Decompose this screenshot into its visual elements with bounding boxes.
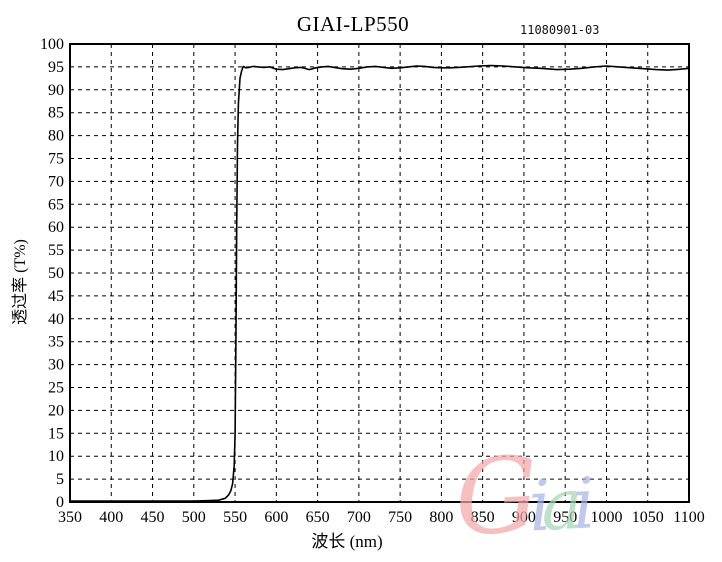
y-tick-label: 70 — [48, 173, 64, 190]
x-tick-label: 1050 — [632, 509, 664, 526]
y-tick-label: 45 — [48, 288, 64, 305]
x-tick-label: 600 — [264, 509, 288, 526]
y-tick-label: 20 — [48, 402, 64, 419]
y-tick-label: 15 — [48, 425, 64, 442]
y-tick-label: 80 — [48, 128, 64, 145]
y-tick-label: 25 — [48, 380, 64, 397]
y-tick-label: 30 — [48, 357, 64, 374]
y-tick-label: 90 — [48, 82, 64, 99]
y-tick-label: 60 — [48, 219, 64, 236]
x-tick-label: 1000 — [590, 509, 622, 526]
y-tick-label: 40 — [48, 311, 64, 328]
y-tick-label: 10 — [48, 448, 64, 465]
x-tick-label: 450 — [141, 509, 165, 526]
x-tick-label: 650 — [306, 509, 330, 526]
y-tick-label: 5 — [56, 471, 64, 488]
x-tick-label: 950 — [553, 509, 577, 526]
x-tick-label: 350 — [58, 509, 82, 526]
x-tick-label: 800 — [429, 509, 453, 526]
y-tick-label: 35 — [48, 334, 64, 351]
serial-number: 11080901-03 — [520, 23, 600, 37]
x-axis-title: 波长 (nm) — [311, 532, 383, 551]
x-tick-label: 850 — [471, 509, 495, 526]
x-tick-label: 1100 — [673, 509, 704, 526]
x-tick-label: 400 — [99, 509, 123, 526]
y-tick-label: 75 — [48, 151, 64, 168]
y-tick-label: 100 — [40, 36, 64, 53]
y-tick-label: 0 — [56, 494, 64, 511]
y-tick-label: 65 — [48, 196, 64, 213]
transmission-curve — [70, 64, 690, 502]
x-tick-label: 900 — [512, 509, 536, 526]
y-tick-label: 50 — [48, 265, 64, 282]
plot-frame — [69, 43, 690, 503]
x-tick-label: 550 — [223, 509, 247, 526]
x-tick-label: 500 — [182, 509, 206, 526]
chart-title: GIAI-LP550 — [296, 12, 410, 36]
x-tick-label: 700 — [347, 509, 371, 526]
x-tick-label: 750 — [388, 509, 412, 526]
y-tick-label: 85 — [48, 105, 64, 122]
y-tick-label: 55 — [48, 242, 64, 259]
y-tick-label: 95 — [48, 59, 64, 76]
